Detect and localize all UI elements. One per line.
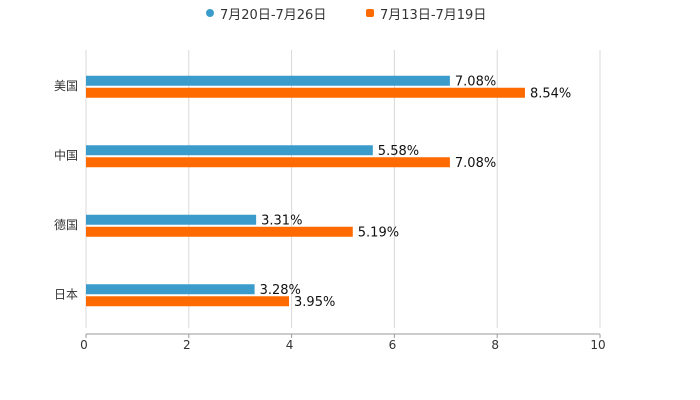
bar-s1-1 — [86, 145, 373, 156]
bar-s2-1 — [86, 157, 450, 168]
bar-s1-0 — [86, 75, 450, 86]
x-tick-label-4: 8 — [491, 338, 499, 352]
bar-s1-2 — [86, 214, 257, 225]
x-tick-label-2: 4 — [286, 338, 294, 352]
legend-label-series-1: 7月20日-7月26日 — [220, 7, 327, 23]
x-tick-label-0: 0 — [80, 338, 88, 352]
x-tick-label-1: 2 — [183, 338, 191, 352]
bar-s1-3 — [86, 284, 255, 295]
legend-marker-series-1 — [206, 9, 214, 17]
data-label-s2-2: 5.19% — [358, 225, 399, 240]
data-label-s2-3: 3.95% — [294, 295, 335, 310]
bar-s2-0 — [86, 87, 525, 98]
legend-item-series-2[interactable]: 7月13日-7月19日 — [366, 4, 487, 23]
legend-marker-series-2 — [366, 9, 374, 17]
bar-s2-3 — [86, 296, 290, 307]
x-tick-label-3: 6 — [389, 338, 397, 352]
data-label-s1-0: 7.08% — [455, 74, 496, 89]
legend-label-series-2: 7月13日-7月19日 — [380, 7, 487, 23]
bar-s2-2 — [86, 226, 353, 237]
legend-item-series-1[interactable]: 7月20日-7月26日 — [206, 4, 327, 23]
x-tick-label-5: 10 — [590, 338, 605, 352]
legend: 7月20日-7月26日 7月13日-7月19日 — [0, 4, 700, 23]
data-label-s2-0: 8.54% — [530, 86, 571, 101]
y-category-label-3: 日本 — [54, 287, 78, 301]
data-label-s1-2: 3.31% — [261, 213, 302, 228]
data-label-s1-1: 5.58% — [378, 144, 419, 159]
y-category-label-2: 德国 — [54, 217, 78, 232]
data-label-s2-1: 7.08% — [455, 156, 496, 171]
y-category-label-1: 中国 — [54, 147, 78, 162]
y-category-label-0: 美国 — [54, 79, 78, 93]
data-label-s1-3: 3.28% — [260, 283, 301, 298]
